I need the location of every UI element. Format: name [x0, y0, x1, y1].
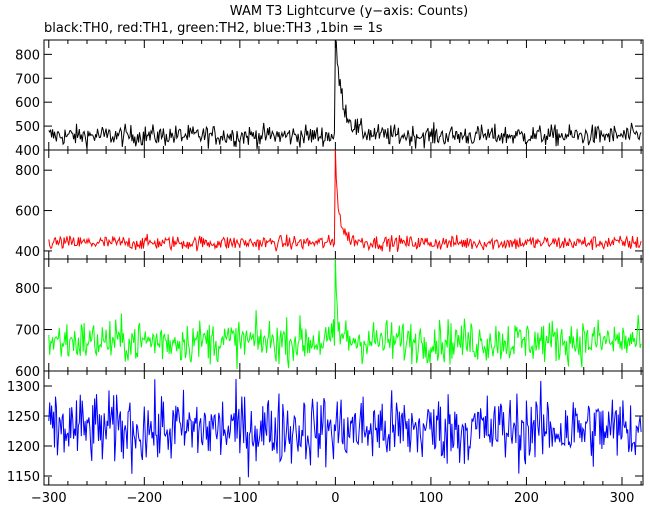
x-tick-label: −200	[126, 491, 162, 505]
y-tick-label-th0: 800	[15, 48, 40, 63]
x-tick-label: −100	[222, 491, 258, 505]
panel-frame-th2	[43, 258, 644, 372]
x-tick-label: 200	[514, 491, 539, 505]
series-line-th0	[48, 39, 642, 150]
x-tick-label: 0	[331, 491, 339, 505]
y-tick-label-th0: 400	[15, 144, 40, 159]
y-tick-label-th0: 700	[15, 72, 40, 87]
series-line-th2	[48, 258, 642, 370]
y-tick-label-th1: 600	[15, 205, 40, 220]
y-tick-label-th1: 800	[15, 164, 40, 179]
x-tick-label: −300	[31, 491, 67, 505]
y-tick-label-th3: 1200	[7, 440, 40, 455]
series-line-th3	[48, 378, 642, 478]
series-line-th1	[48, 149, 642, 252]
y-tick-label-th3: 1150	[7, 470, 40, 485]
panel-frame-th0	[43, 39, 644, 151]
figure-title: WAM T3 Lightcurve (y−axis: Counts)	[230, 4, 468, 19]
y-tick-label-th2: 600	[15, 365, 40, 380]
panels: 400 500 600 700 800 400 600 800 600 700 800 1150 120…	[7, 39, 644, 505]
figure-subtitle: black:TH0, red:TH1, green:TH2, blue:TH3 …	[44, 21, 383, 36]
x-tick-label: 300	[610, 491, 635, 505]
y-tick-label-th1: 400	[15, 245, 40, 260]
y-tick-label-th2: 700	[15, 324, 40, 339]
y-tick-label-th3: 1300	[7, 380, 40, 395]
panel-frame-th3	[43, 370, 644, 486]
y-tick-label-th2: 800	[15, 282, 40, 297]
y-tick-label-th0: 600	[15, 96, 40, 111]
y-tick-label-th3: 1250	[7, 410, 40, 425]
x-tick-label: 100	[418, 491, 443, 505]
y-tick-label-th0: 500	[15, 120, 40, 135]
